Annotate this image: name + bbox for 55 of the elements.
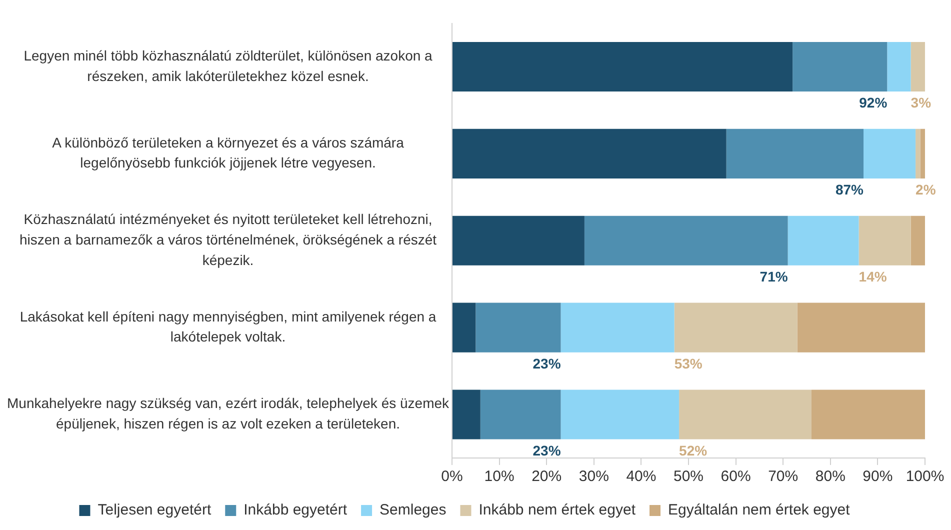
x-tick-label: 30%	[578, 468, 609, 486]
bar	[726, 128, 864, 178]
annotation: 71%	[760, 268, 788, 285]
annotation: 3%	[910, 94, 932, 111]
x-tick-label: 60%	[720, 468, 751, 486]
x-tick-label: 90%	[862, 468, 893, 486]
bar	[792, 42, 888, 92]
x-tick-label: 70%	[768, 468, 798, 486]
x-tick-label: 50%	[673, 468, 704, 486]
y-tick-label: Közhasználatú intézményeket és nyitott területeket kell létrehozni, hiszen a barnamezők a város történelmének, örökségének a részét képezik.	[19, 211, 437, 268]
annotation: 23%	[532, 355, 562, 372]
y-tick-label: Lakásokat kell építeni nagy mennyiségben, mint amilyenek régen a lakótelepek voltak.	[20, 308, 436, 345]
annotation: 52%	[679, 442, 708, 458]
bar	[916, 128, 920, 178]
bar	[920, 128, 925, 178]
bar	[452, 128, 726, 178]
bar	[452, 390, 480, 440]
y-tick-label: Legyen minél több közhasználatú zöldterület, különösen azokon a részeken, amik lakóterületekhez közel esnek.	[24, 47, 433, 84]
bar	[476, 302, 561, 352]
bar	[560, 302, 674, 352]
bar	[811, 390, 925, 440]
legend-label: Semleges	[380, 502, 446, 519]
annotation: 2%	[916, 182, 936, 198]
x-tick-label: 0%	[441, 468, 463, 486]
bar	[452, 216, 584, 266]
bar	[560, 390, 680, 440]
legend-label: Inkább egyetért	[244, 502, 348, 519]
legend-label: Teljesen egyetért	[98, 502, 212, 519]
bar	[452, 42, 793, 92]
y-tick-label: Munkahelyekre nagy szükség van, ezért irodák, telephelyek és üzemek épüljenek, hiszen régen is az volt ezeken a területeken.	[7, 395, 450, 432]
bar	[679, 390, 812, 440]
bar	[797, 302, 925, 352]
bar	[452, 302, 476, 352]
x-tick-label: 10%	[484, 468, 514, 486]
x-tick-label: 40%	[626, 468, 656, 486]
x-tick-label: 20%	[532, 468, 562, 486]
y-tick-label: A különböző területeken a környezet és a város számára legelőnyösebb funkciók jöjjenek létre vegyesen.	[52, 134, 404, 171]
annotation: 53%	[674, 355, 703, 372]
annotation: 14%	[858, 268, 888, 285]
bar	[584, 216, 788, 266]
legend-label: Egyáltalán nem értek egyet	[668, 502, 851, 519]
x-tick-label: 100%	[906, 468, 944, 486]
annotation: 23%	[532, 442, 562, 458]
bar	[910, 42, 925, 92]
annotation: 87%	[835, 182, 864, 198]
bar	[864, 128, 916, 178]
bar	[887, 42, 911, 92]
bar	[674, 302, 798, 352]
annotation: 92%	[859, 94, 888, 111]
legend-label: Inkább nem értek egyet	[478, 502, 636, 519]
x-tick-label: 80%	[815, 468, 846, 486]
bar	[858, 216, 911, 266]
bar	[480, 390, 561, 440]
bar	[788, 216, 859, 266]
bar	[910, 216, 925, 266]
